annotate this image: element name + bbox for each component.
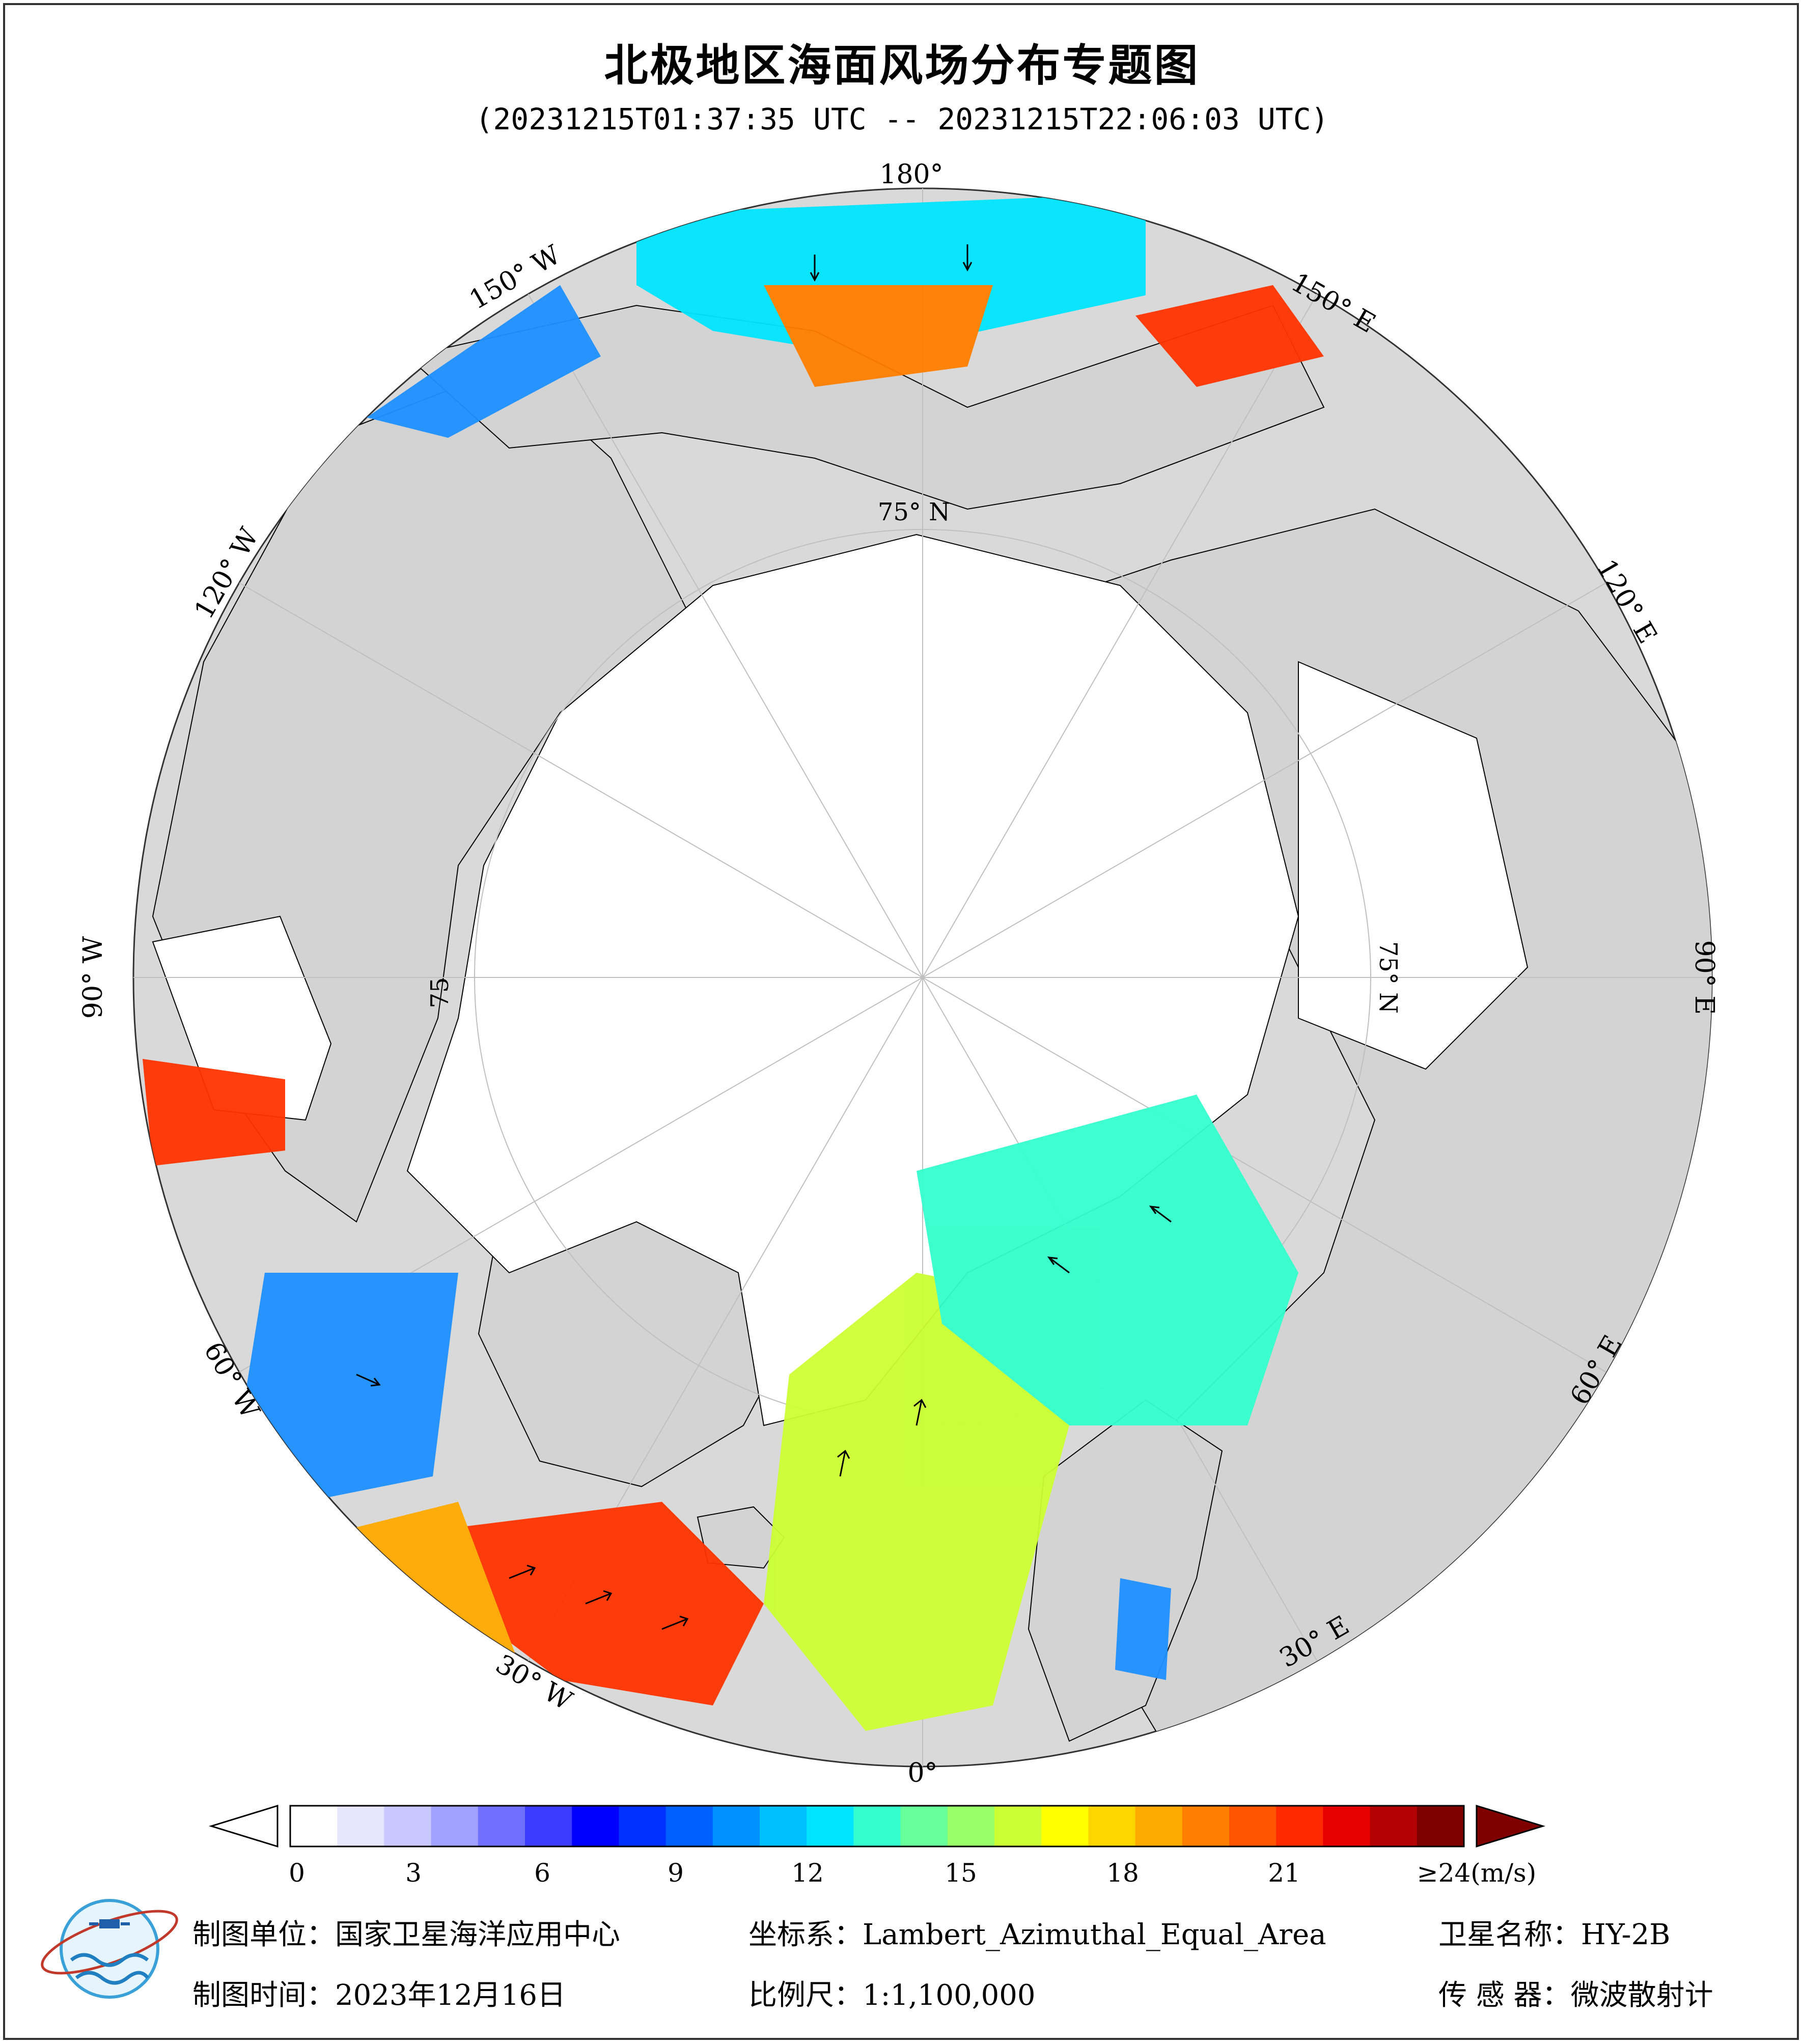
crs-label: 坐标系：: [748, 1918, 863, 1951]
colorbar-cell: [619, 1806, 667, 1846]
map-title: 北极地区海面风场分布专题图: [604, 40, 1200, 91]
wind-swaths: [143, 193, 1324, 1731]
colorbar-cell: [525, 1806, 572, 1846]
sensor-value: 微波散射计: [1570, 1979, 1713, 2012]
colorbar-tick: 21: [1268, 1858, 1300, 1888]
wind-arrow: [356, 1374, 381, 1387]
colorbar-tick: 18: [1106, 1858, 1139, 1888]
colorbar-cell: [853, 1806, 901, 1846]
colorbar: [208, 1804, 1546, 1848]
colorbar-cell: [290, 1806, 338, 1846]
satellite-value: HY-2B: [1581, 1918, 1671, 1951]
colorbar-cell: [947, 1806, 995, 1846]
sea-ice-east-siberian: [1298, 661, 1529, 1070]
nsoas-logo: [41, 1899, 178, 1999]
satellite-name: 卫星名称：HY-2B: [1438, 1912, 1670, 1953]
colorbar-cell: [1135, 1806, 1183, 1846]
lat-label-75n-left: 75: [426, 977, 454, 1008]
colorbar-tick: 0: [289, 1858, 305, 1888]
wind-arrow: [585, 1590, 613, 1605]
swath-baltic: [1115, 1578, 1171, 1680]
colorbar-tick: 6: [534, 1858, 550, 1888]
colorbar-cell: [1323, 1806, 1371, 1846]
colorbar-cell: [1041, 1806, 1089, 1846]
colorbar-tick: 12: [791, 1858, 824, 1888]
colorbar-cell: [572, 1806, 619, 1846]
swath-norwegian-sea: [764, 1273, 1069, 1731]
wind-arrow: [837, 1449, 850, 1477]
colorbar-cell: [384, 1806, 432, 1846]
colorbar-under-triangle: [208, 1804, 279, 1848]
colorbar-cell: [1088, 1806, 1136, 1846]
lon-label-90w: 90° W: [78, 936, 108, 1019]
swath-bering-strong: [764, 285, 993, 387]
sensor: 传 感 器：微波散射计: [1438, 1972, 1713, 2013]
colorbar-tick: 9: [668, 1858, 684, 1888]
lon-label-0: 0°: [907, 1758, 937, 1788]
colorbar-cell: [665, 1806, 713, 1846]
colorbar-outline: [289, 1805, 1465, 1847]
colorbar-cells: [290, 1806, 1464, 1846]
colorbar-max-label: ≥24(m/s): [1417, 1858, 1537, 1888]
colorbar-cell: [900, 1806, 948, 1846]
production-date: 制图时间：2023年12月16日: [192, 1972, 566, 2013]
swath-barents: [917, 1095, 1298, 1425]
colorbar-cell: [1182, 1806, 1230, 1846]
producer-label: 制图单位：: [192, 1918, 335, 1951]
swath-labrador: [244, 1273, 458, 1502]
colorbar-cell: [712, 1806, 760, 1846]
colorbar-tick: 15: [945, 1858, 977, 1888]
date-label: 制图时间：: [192, 1979, 335, 2012]
swath-gulf-of-alaska: [367, 285, 601, 438]
sensor-label: 传 感 器：: [1438, 1979, 1571, 2012]
colorbar-cell: [760, 1806, 807, 1846]
map-scale: 比例尺：1:1,100,000: [748, 1972, 1036, 2013]
scale-label: 比例尺：: [748, 1979, 863, 2012]
wind-arrow: [913, 1398, 927, 1426]
swath-bering: [636, 193, 1146, 356]
scale-value: 1:1,100,000: [863, 1979, 1036, 2012]
wind-arrow: [962, 244, 973, 272]
wind-arrow: [1047, 1256, 1070, 1274]
producer-value: 国家卫星海洋应用中心: [335, 1918, 620, 1951]
colorbar-cell: [1370, 1806, 1418, 1846]
map-frame: [3, 3, 1799, 2040]
colorbar-cell: [1276, 1806, 1323, 1846]
satellite-label: 卫星名称：: [1438, 1918, 1581, 1951]
lon-label-90e: 90° E: [1689, 940, 1719, 1015]
crs-value: Lambert_Azimuthal_Equal_Area: [863, 1918, 1326, 1951]
wind-arrow: [509, 1564, 536, 1579]
wind-arrow: [661, 1615, 689, 1630]
lat-label-75n-right: 75° N: [1374, 941, 1402, 1014]
colorbar-cell: [478, 1806, 525, 1846]
colorbar-tick: 3: [405, 1858, 422, 1888]
latitude-labels: 75° N 75° N 75: [426, 498, 1402, 1014]
colorbar-cell: [337, 1806, 384, 1846]
meridian-150: [528, 293, 1318, 1662]
lat-label-75n-top: 75° N: [878, 498, 950, 526]
swath-okhotsk: [1135, 285, 1324, 387]
swath-north-atlantic-core: [458, 1502, 764, 1705]
colorbar-cell: [807, 1806, 854, 1846]
wind-arrow: [1149, 1206, 1172, 1223]
coordinate-system: 坐标系：Lambert_Azimuthal_Equal_Area: [748, 1912, 1326, 1953]
colorbar-cell: [994, 1806, 1042, 1846]
lon-label-180: 180°: [879, 159, 943, 190]
wind-vectors: [356, 244, 1172, 1630]
colorbar-cell: [431, 1806, 479, 1846]
colorbar-cell: [1229, 1806, 1276, 1846]
swath-hudson: [143, 1059, 285, 1166]
colorbar-cell: [1417, 1806, 1464, 1846]
colorbar-over-triangle: [1476, 1804, 1546, 1848]
map-time-range: (20231215T01:37:35 UTC -- 20231215T22:06…: [475, 102, 1329, 136]
date-value: 2023年12月16日: [335, 1979, 566, 2012]
wind-arrow: [810, 255, 820, 282]
producer: 制图单位：国家卫星海洋应用中心: [192, 1912, 620, 1953]
